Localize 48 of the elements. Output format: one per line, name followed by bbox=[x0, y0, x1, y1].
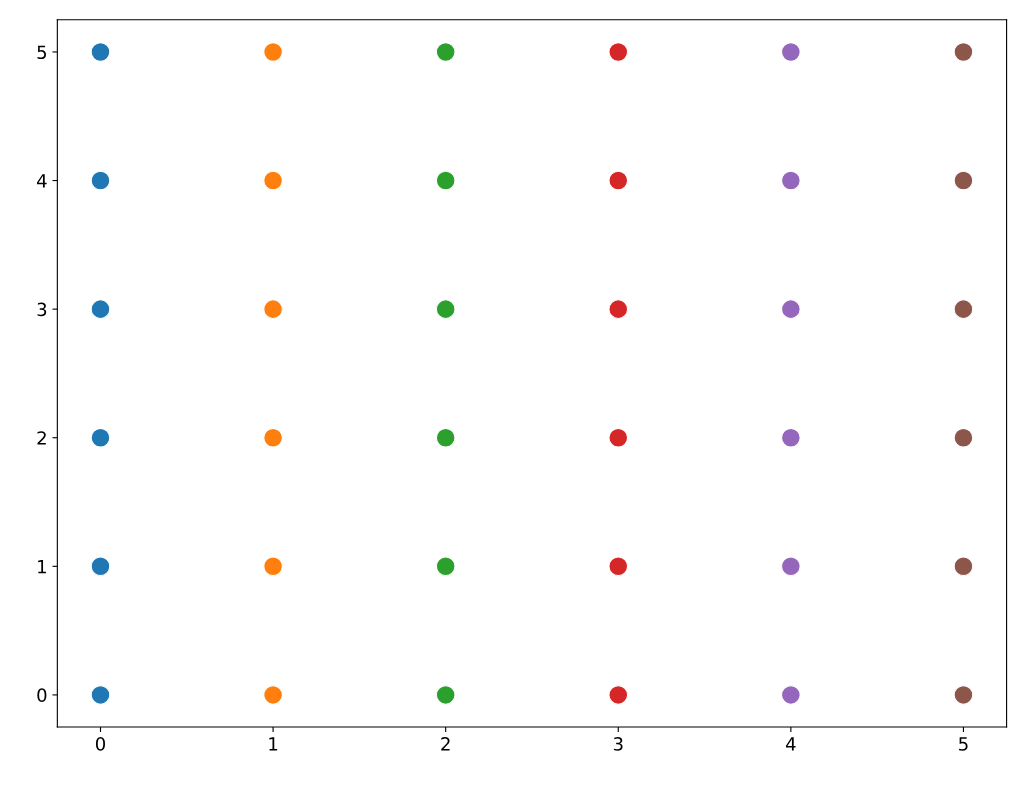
point bbox=[608, 170, 629, 191]
point bbox=[90, 42, 111, 62]
point bbox=[780, 685, 801, 705]
point bbox=[608, 685, 629, 705]
point bbox=[90, 556, 111, 577]
point bbox=[435, 685, 456, 705]
x-tick-label: 5 bbox=[959, 737, 968, 751]
point bbox=[608, 427, 629, 448]
point bbox=[90, 427, 111, 448]
point bbox=[780, 556, 801, 577]
x-tick-label: 4 bbox=[785, 737, 796, 751]
point bbox=[608, 556, 629, 577]
point bbox=[608, 299, 629, 320]
point bbox=[608, 42, 629, 62]
point bbox=[263, 299, 283, 320]
point bbox=[953, 427, 974, 448]
y-tick-label: 5 bbox=[37, 45, 47, 60]
point bbox=[953, 170, 974, 191]
x-tick-label: 3 bbox=[613, 737, 623, 751]
point bbox=[90, 170, 111, 191]
point bbox=[953, 299, 974, 320]
point bbox=[435, 299, 456, 320]
point bbox=[435, 427, 456, 448]
point bbox=[780, 427, 801, 448]
point bbox=[780, 42, 801, 62]
x-tick-label: 1 bbox=[269, 737, 278, 751]
point bbox=[953, 556, 974, 577]
y-tick-label: 3 bbox=[37, 302, 47, 317]
point bbox=[263, 170, 283, 191]
y-tick-label: 4 bbox=[37, 174, 47, 188]
point bbox=[263, 685, 283, 705]
y-tick-label: 1 bbox=[38, 560, 46, 574]
y-tick-label: 2 bbox=[37, 431, 46, 445]
point bbox=[263, 42, 283, 62]
point bbox=[953, 42, 974, 62]
x-tick-label: 0 bbox=[95, 737, 106, 751]
point bbox=[435, 170, 456, 191]
x-tick-label: 2 bbox=[441, 737, 450, 751]
point bbox=[435, 42, 456, 62]
point bbox=[263, 556, 283, 577]
point bbox=[780, 170, 801, 191]
point bbox=[953, 685, 974, 705]
point bbox=[90, 685, 111, 705]
point bbox=[263, 427, 283, 448]
point bbox=[780, 299, 801, 320]
y-tick-label: 0 bbox=[37, 688, 47, 703]
point bbox=[435, 556, 456, 577]
point bbox=[90, 299, 111, 320]
